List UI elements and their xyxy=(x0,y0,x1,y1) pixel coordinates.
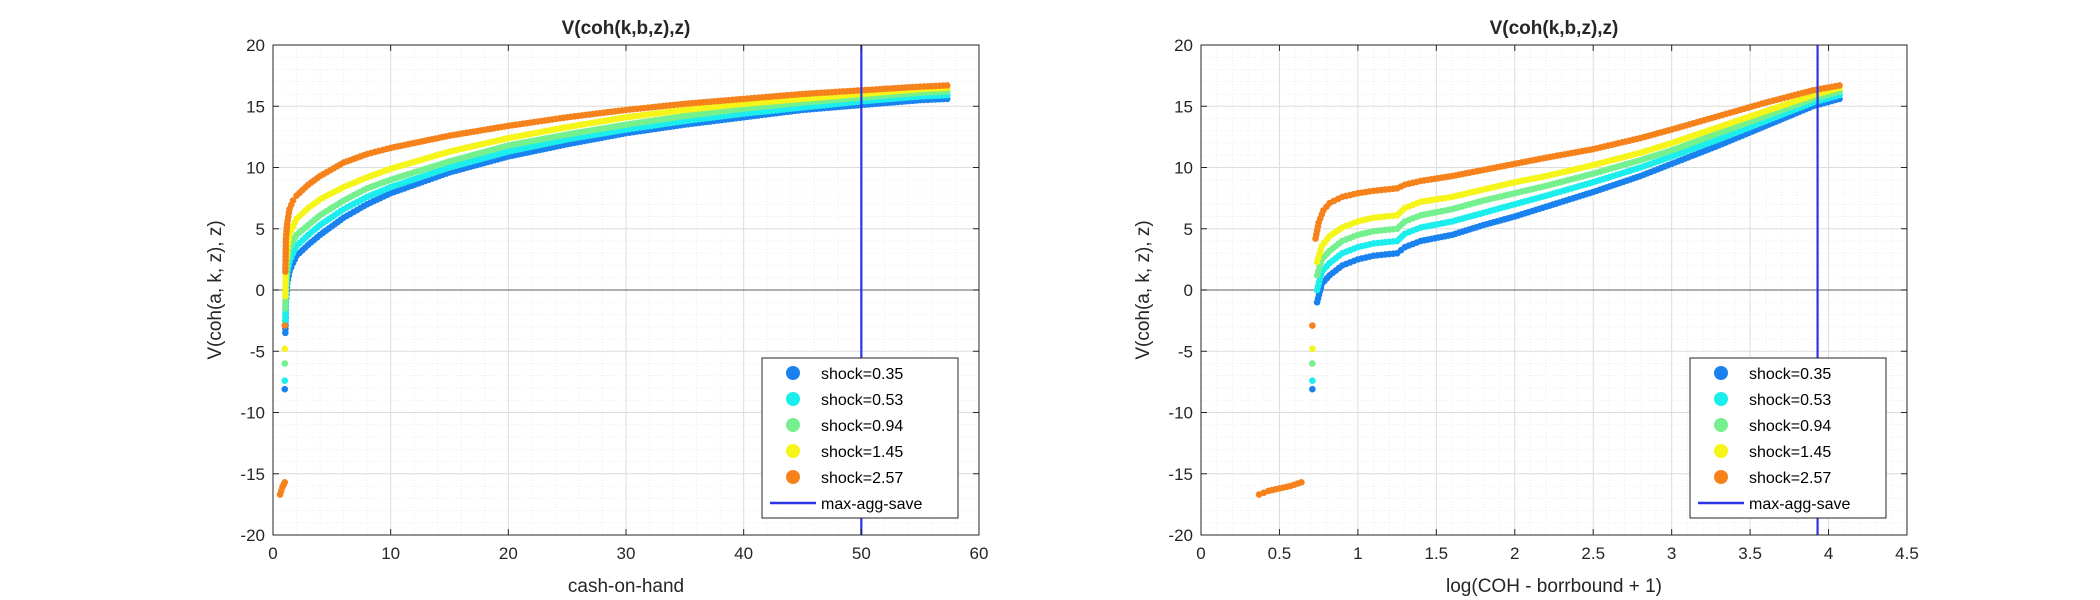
right-scatter-marks xyxy=(1255,82,1843,498)
y-tick-label: 20 xyxy=(1174,36,1193,55)
x-tick-label: 1 xyxy=(1353,544,1362,563)
x-tick-label: 1.5 xyxy=(1425,544,1449,563)
y-tick-label: 0 xyxy=(256,281,265,300)
data-point xyxy=(1309,385,1316,393)
legend-box xyxy=(761,357,959,519)
legend-label: shock=2.57 xyxy=(1749,470,1831,487)
x-tick-label: 0.5 xyxy=(1268,544,1292,563)
y-tick-label: -10 xyxy=(240,404,265,423)
legend-label: shock=0.94 xyxy=(1749,418,1831,435)
legend-marker xyxy=(786,470,800,484)
right-x-axis-label: log(COH - borrbound + 1) xyxy=(1446,576,1662,597)
y-tick-label: -20 xyxy=(1168,526,1193,545)
left-legend: shock=0.35 shock=0.53 shock=0.94 shock=1.45… xyxy=(761,357,959,519)
y-tick-label: 10 xyxy=(246,159,265,178)
right-chart-panel: 0 0.5 1 1.5 2 2.5 3 3.5 4 4.5 -20 -15 -10 -5 0 5 10 15 20… xyxy=(1133,18,1919,597)
series-shock=0.53 xyxy=(1309,91,1843,384)
x-tick-label: 4 xyxy=(1824,544,1833,563)
x-tick-label: 3 xyxy=(1667,544,1676,563)
legend-label: shock=1.45 xyxy=(821,444,903,461)
legend-label: shock=0.35 xyxy=(1749,366,1831,383)
legend-box xyxy=(1689,357,1887,519)
right-x-ticks: 0 0.5 1 1.5 2 2.5 3 3.5 4 4.5 xyxy=(1196,45,1919,563)
left-scatter-marks xyxy=(276,82,951,498)
y-tick-label: -20 xyxy=(240,526,265,545)
y-tick-label: 5 xyxy=(1184,220,1193,239)
left-chart-panel: 0 10 20 30 40 50 60 -20 -15 -10 -5 0 5 10 15 20 V(coh(… xyxy=(205,18,988,597)
left-y-axis-label: V(coh(a, k, z), z) xyxy=(205,220,226,359)
right-legend: shock=0.35 shock=0.53 shock=0.94 shock=1.45… xyxy=(1689,357,1887,519)
data-point xyxy=(281,377,289,384)
legend-marker xyxy=(1714,366,1728,380)
y-tick-label: 20 xyxy=(246,36,265,55)
legend-label: max-agg-save xyxy=(821,496,922,513)
legend-marker xyxy=(1714,470,1728,484)
legend-marker xyxy=(1714,418,1728,432)
left-chart-title: V(coh(k,b,z),z) xyxy=(562,18,691,39)
legend-marker xyxy=(786,444,800,458)
left-x-axis-label: cash-on-hand xyxy=(568,576,684,597)
data-point xyxy=(1309,345,1316,353)
legend-label: shock=0.35 xyxy=(821,366,903,383)
legend-marker xyxy=(1714,444,1728,458)
y-tick-label: -5 xyxy=(250,342,265,361)
data-point xyxy=(281,322,289,329)
right-chart-title: V(coh(k,b,z),z) xyxy=(1490,18,1619,39)
x-tick-label: 0 xyxy=(1196,544,1205,563)
x-tick-label: 20 xyxy=(499,544,518,563)
y-tick-label: 0 xyxy=(1184,281,1193,300)
x-tick-label: 60 xyxy=(970,544,989,563)
data-point xyxy=(289,197,297,204)
left-x-ticks: 0 10 20 30 40 50 60 xyxy=(268,45,988,563)
y-tick-label: -15 xyxy=(1168,465,1193,484)
data-point xyxy=(943,82,951,89)
data-point xyxy=(1309,322,1316,329)
data-point xyxy=(1309,377,1316,384)
legend-marker xyxy=(1714,392,1728,406)
data-point xyxy=(281,345,289,353)
y-tick-label: 5 xyxy=(256,220,265,239)
legend-marker xyxy=(786,366,800,380)
data-point xyxy=(1836,82,1843,89)
legend-label: shock=0.53 xyxy=(1749,392,1831,409)
series-shock=0.35 xyxy=(1309,95,1843,393)
y-tick-label: 10 xyxy=(1174,159,1193,178)
y-tick-label: 15 xyxy=(246,97,265,116)
series-shock=1.45 xyxy=(1309,84,1843,353)
right-y-ticks: -20 -15 -10 -5 0 5 10 15 20 xyxy=(1168,36,1907,545)
data-point xyxy=(281,385,289,393)
y-tick-label: 15 xyxy=(1174,97,1193,116)
legend-label: shock=1.45 xyxy=(1749,444,1831,461)
data-point xyxy=(281,360,289,367)
x-tick-label: 0 xyxy=(268,544,277,563)
data-point xyxy=(281,479,289,486)
y-tick-label: -5 xyxy=(1178,342,1193,361)
legend-label: shock=0.53 xyxy=(821,392,903,409)
series-shock=0.94 xyxy=(1309,88,1843,367)
x-tick-label: 3.5 xyxy=(1738,544,1762,563)
series-shock=2.57 xyxy=(276,82,951,498)
series-shock=2.57 xyxy=(1255,82,1843,498)
legend-marker xyxy=(786,392,800,406)
y-tick-label: -15 xyxy=(240,465,265,484)
x-tick-label: 10 xyxy=(381,544,400,563)
y-tick-label: -10 xyxy=(1168,404,1193,423)
data-point xyxy=(1309,360,1316,367)
x-tick-label: 40 xyxy=(734,544,753,563)
data-point xyxy=(1298,479,1305,486)
x-tick-label: 2.5 xyxy=(1581,544,1605,563)
x-tick-label: 4.5 xyxy=(1895,544,1919,563)
legend-label: shock=0.94 xyxy=(821,418,903,435)
x-tick-label: 50 xyxy=(852,544,871,563)
x-tick-label: 2 xyxy=(1510,544,1519,563)
left-y-ticks: -20 -15 -10 -5 0 5 10 15 20 xyxy=(240,36,979,545)
legend-label: shock=2.57 xyxy=(821,470,903,487)
right-y-axis-label: V(coh(a, k, z), z) xyxy=(1133,220,1154,359)
legend-label: max-agg-save xyxy=(1749,496,1850,513)
legend-marker xyxy=(786,418,800,432)
x-tick-label: 30 xyxy=(617,544,636,563)
